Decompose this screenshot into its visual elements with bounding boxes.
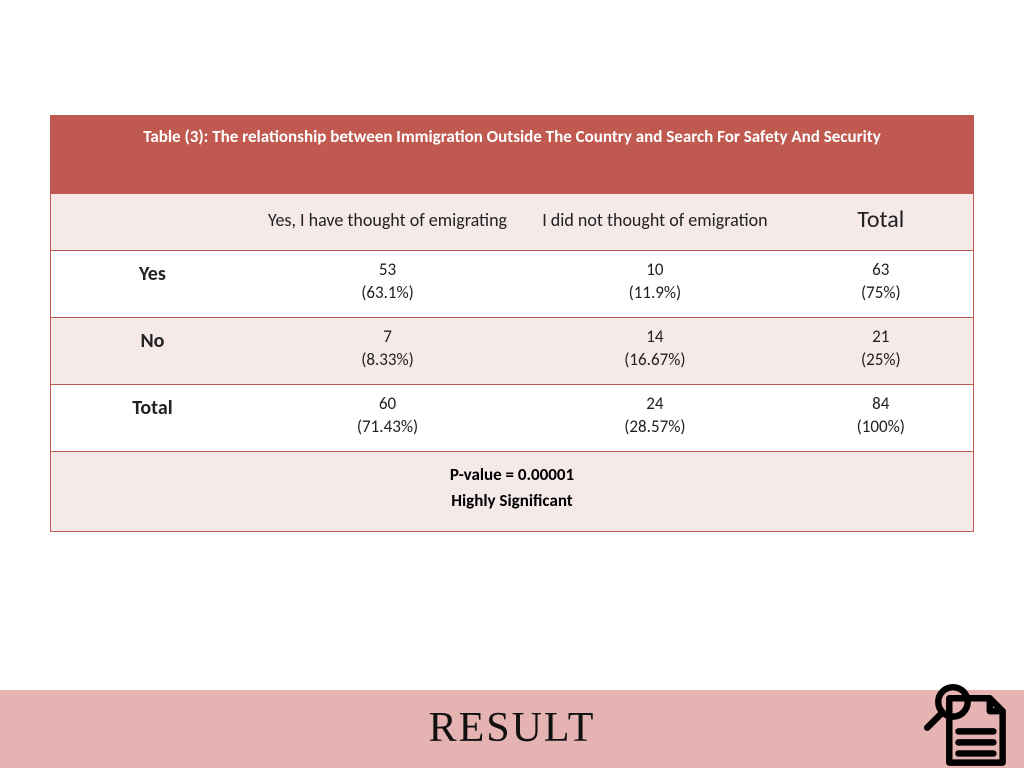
- cell-p: (16.67%): [624, 349, 685, 370]
- row-label: No: [51, 318, 254, 385]
- cell: 60 (71.43%): [254, 385, 521, 452]
- cell: 10 (11.9%): [521, 251, 788, 318]
- col-header-1: Yes, I have thought of emigrating: [254, 194, 521, 251]
- cell-n: 10: [646, 259, 663, 280]
- col-header-total: Total: [789, 194, 973, 251]
- cell: 84 (100%): [789, 385, 973, 452]
- footer-bar: RESULT: [0, 690, 1024, 768]
- pvalue-line2: Highly Significant: [451, 490, 572, 511]
- cell: 14 (16.67%): [521, 318, 788, 385]
- cell-n: 60: [379, 393, 396, 414]
- cell-p: (75%): [861, 282, 901, 303]
- pvalue-row: P-value = 0.00001 Highly Significant: [51, 452, 973, 532]
- table-row: Yes 53 (63.1%) 10 (11.9%) 63 (75%): [51, 251, 973, 318]
- cell-n: 14: [646, 326, 663, 347]
- document-search-icon: [918, 678, 1010, 768]
- footer-title: RESULT: [0, 704, 1024, 752]
- cell: 63 (75%): [789, 251, 973, 318]
- pvalue-cell: P-value = 0.00001 Highly Significant: [51, 452, 973, 532]
- table-title: Table (3): The relationship between Immi…: [51, 116, 973, 194]
- data-table-container: Table (3): The relationship between Immi…: [50, 115, 974, 532]
- table-title-row: Table (3): The relationship between Immi…: [51, 116, 973, 194]
- cell-n: 53: [379, 259, 396, 280]
- cell-n: 7: [383, 326, 392, 347]
- data-table: Table (3): The relationship between Immi…: [51, 116, 973, 531]
- cell: 53 (63.1%): [254, 251, 521, 318]
- col-header-2: I did not thought of emigration: [521, 194, 788, 251]
- cell-p: (25%): [861, 349, 901, 370]
- table-row: Total 60 (71.43%) 24 (28.57%) 84 (100%): [51, 385, 973, 452]
- cell: 7 (8.33%): [254, 318, 521, 385]
- cell-p: (28.57%): [624, 416, 685, 437]
- row-label: Yes: [51, 251, 254, 318]
- cell-p: (63.1%): [361, 282, 414, 303]
- cell: 21 (25%): [789, 318, 973, 385]
- cell-n: 24: [646, 393, 663, 414]
- pvalue-line1: P-value = 0.00001: [450, 464, 574, 485]
- slide: Table (3): The relationship between Immi…: [0, 0, 1024, 768]
- cell-p: (11.9%): [629, 282, 682, 303]
- col-header-blank: [51, 194, 254, 251]
- cell-n: 84: [872, 393, 889, 414]
- cell-p: (8.33%): [361, 349, 414, 370]
- cell-p: (100%): [857, 416, 905, 437]
- table-row: No 7 (8.33%) 14 (16.67%) 21 (25%): [51, 318, 973, 385]
- cell-p: (71.43%): [357, 416, 418, 437]
- table-header-row: Yes, I have thought of emigrating I did …: [51, 194, 973, 251]
- cell-n: 63: [872, 259, 889, 280]
- cell-n: 21: [872, 326, 889, 347]
- cell: 24 (28.57%): [521, 385, 788, 452]
- row-label: Total: [51, 385, 254, 452]
